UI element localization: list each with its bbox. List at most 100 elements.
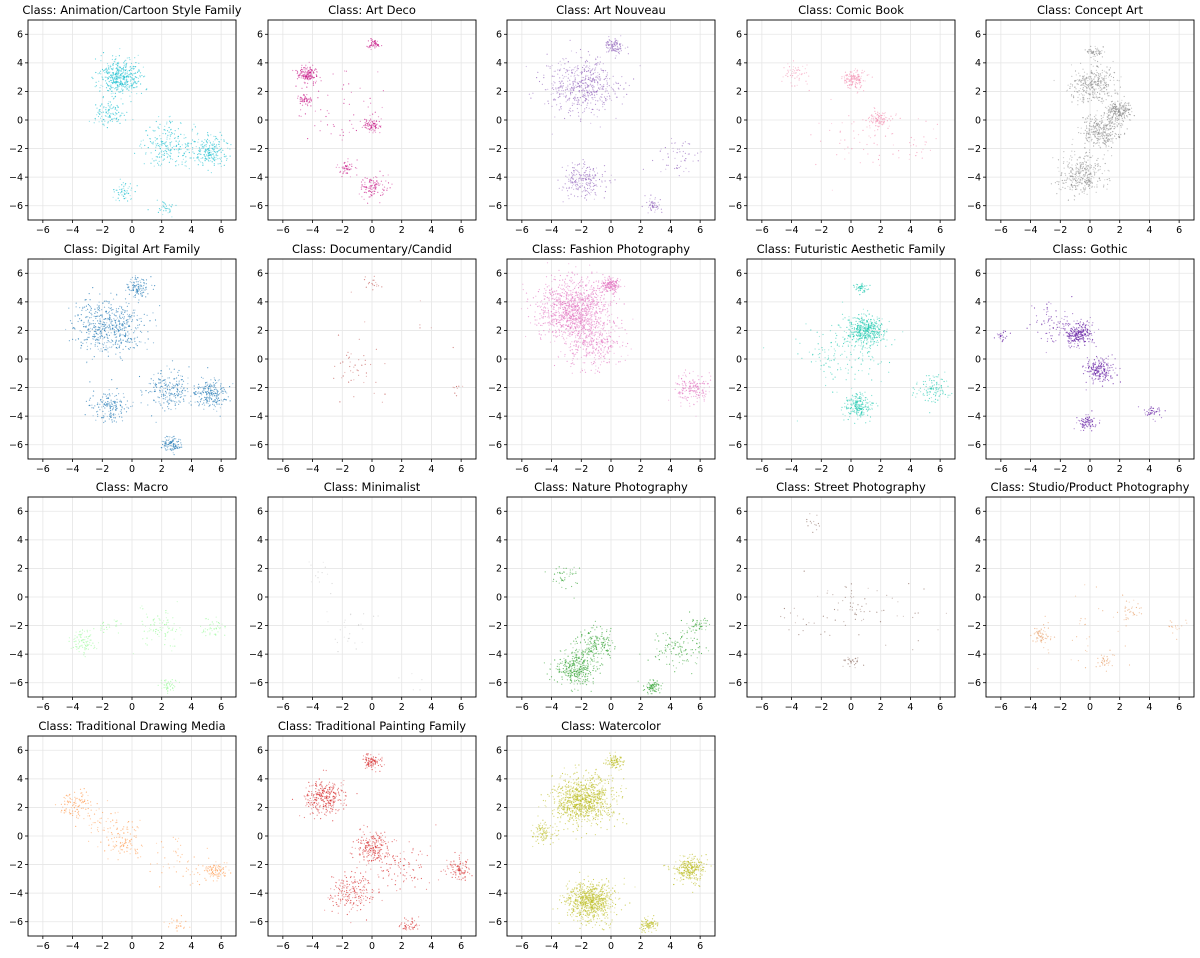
- data-point: [217, 150, 219, 153]
- data-point: [1115, 105, 1117, 107]
- data-point: [581, 179, 583, 181]
- data-point: [1115, 106, 1117, 108]
- data-point: [178, 152, 180, 154]
- data-point: [160, 138, 162, 140]
- data-point: [212, 148, 214, 150]
- data-point: [589, 80, 591, 82]
- data-point: [119, 315, 121, 317]
- data-point: [1065, 181, 1067, 184]
- data-point: [1094, 165, 1096, 167]
- data-point: [1080, 84, 1082, 86]
- data-point: [581, 191, 583, 193]
- data-point: [1083, 97, 1085, 99]
- data-point: [177, 128, 179, 130]
- data-point: [303, 98, 305, 100]
- data-point: [178, 164, 180, 166]
- data-point: [112, 107, 114, 110]
- data-point: [140, 92, 143, 94]
- data-point: [125, 66, 127, 68]
- data-point: [558, 109, 560, 111]
- data-point: [310, 100, 312, 102]
- data-point: [1062, 186, 1064, 188]
- data-point: [1093, 127, 1096, 129]
- data-point: [1088, 170, 1090, 172]
- data-point: [615, 117, 617, 119]
- data-point: [1086, 193, 1088, 195]
- data-point: [100, 347, 102, 349]
- data-point: [208, 160, 210, 162]
- data-point: [128, 348, 130, 350]
- y-tick-label: −6: [488, 201, 502, 212]
- data-point: [878, 154, 880, 156]
- data-point: [185, 156, 187, 158]
- data-point: [1095, 123, 1097, 125]
- data-point: [116, 104, 118, 107]
- data-point: [135, 66, 137, 68]
- data-point: [584, 85, 586, 87]
- data-point: [346, 172, 348, 174]
- data-point: [335, 166, 337, 168]
- data-point: [133, 331, 135, 333]
- data-point: [169, 145, 172, 147]
- data-point: [373, 184, 375, 186]
- data-point: [110, 79, 112, 82]
- data-point: [152, 311, 154, 313]
- data-point: [230, 144, 232, 146]
- data-point: [654, 197, 656, 199]
- data-point: [291, 69, 293, 72]
- data-point: [1098, 138, 1100, 140]
- data-point: [1108, 170, 1110, 172]
- data-point: [217, 138, 219, 141]
- data-point: [119, 79, 122, 81]
- data-point: [100, 322, 102, 324]
- data-point: [554, 99, 556, 101]
- data-point: [885, 117, 887, 119]
- data-point: [200, 161, 202, 163]
- data-point: [200, 153, 202, 155]
- data-point: [363, 118, 365, 120]
- data-point: [585, 75, 587, 77]
- data-point: [602, 102, 604, 104]
- data-point: [374, 184, 376, 186]
- data-point: [798, 73, 800, 75]
- data-point: [581, 185, 584, 187]
- data-point: [1094, 172, 1096, 174]
- data-point: [138, 70, 140, 72]
- data-point: [924, 120, 927, 122]
- data-point: [1092, 65, 1094, 67]
- data-point: [569, 115, 571, 117]
- data-point: [593, 90, 595, 92]
- data-point: [579, 86, 581, 88]
- data-point: [588, 173, 591, 175]
- y-tick-label: 0: [17, 115, 23, 126]
- data-point: [613, 83, 615, 85]
- data-point: [297, 75, 299, 77]
- data-point: [107, 116, 109, 118]
- data-point: [132, 74, 134, 76]
- data-point: [101, 115, 103, 117]
- data-point: [1122, 124, 1124, 126]
- data-point: [120, 82, 122, 85]
- data-point: [350, 123, 352, 125]
- data-point: [306, 73, 308, 75]
- data-point: [118, 63, 120, 65]
- data-point: [1112, 103, 1114, 105]
- data-point: [1112, 60, 1114, 63]
- data-point: [559, 94, 561, 96]
- data-point: [583, 190, 585, 192]
- data-point: [579, 186, 581, 188]
- data-point: [570, 180, 572, 182]
- data-point: [1090, 78, 1092, 80]
- data-point: [604, 77, 606, 80]
- data-point: [308, 74, 310, 77]
- data-point: [1080, 62, 1082, 64]
- data-point: [574, 74, 576, 76]
- data-point: [1085, 171, 1087, 173]
- data-point: [373, 190, 375, 192]
- data-point: [1113, 84, 1115, 86]
- data-point: [844, 71, 846, 73]
- data-point: [564, 117, 566, 120]
- data-point: [89, 321, 91, 324]
- data-point: [582, 88, 584, 90]
- data-point: [214, 146, 216, 148]
